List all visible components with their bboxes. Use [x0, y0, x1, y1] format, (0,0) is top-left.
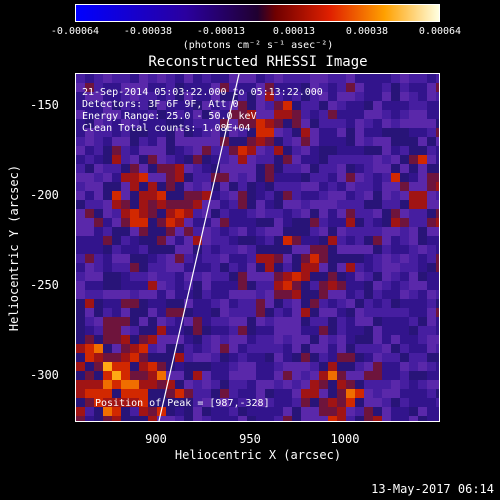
solar-limb-line: [158, 74, 240, 421]
x-tick: 1000: [330, 432, 360, 446]
y-axis-label: Heliocentric Y (arcsec): [7, 164, 21, 332]
info-energy-range: Energy Range: 25.0 - 50.0 keV: [82, 111, 257, 122]
image-title: Reconstructed RHESSI Image: [148, 54, 368, 70]
colorbar-units: (photons cm⁻² s⁻¹ asec⁻²): [182, 40, 334, 51]
info-time-range: 21-Sep-2014 05:03:22.000 to 05:13:22.000: [82, 87, 323, 98]
colorbar-tick: 0.00038: [345, 26, 389, 37]
info-counts: Clean Total counts: 1.08E+04: [82, 123, 251, 134]
y-tick: -150: [30, 98, 59, 112]
colorbar-tick: -0.00013: [196, 26, 246, 37]
x-axis-label: Heliocentric X (arcsec): [174, 448, 342, 462]
y-tick: -200: [30, 188, 59, 202]
colorbar-gradient: [76, 5, 439, 21]
colorbar-tick: -0.00038: [123, 26, 173, 37]
colorbar-tick: -0.00064: [50, 26, 100, 37]
datestamp: 13-May-2017 06:14: [371, 482, 494, 496]
peak-position: Position of Peak = [987,-328]: [95, 398, 270, 409]
info-detectors: Detectors: 3F 6F 9F, Att 0: [82, 99, 239, 110]
y-tick: -300: [30, 368, 59, 382]
y-tick: -250: [30, 278, 59, 292]
colorbar-tick: 0.00064: [418, 26, 462, 37]
x-tick: 900: [145, 432, 167, 446]
colorbar: [75, 4, 440, 22]
heatmap: [76, 74, 439, 421]
rhessi-image: [75, 73, 440, 422]
x-tick: 950: [239, 432, 261, 446]
colorbar-tick: 0.00013: [272, 26, 316, 37]
